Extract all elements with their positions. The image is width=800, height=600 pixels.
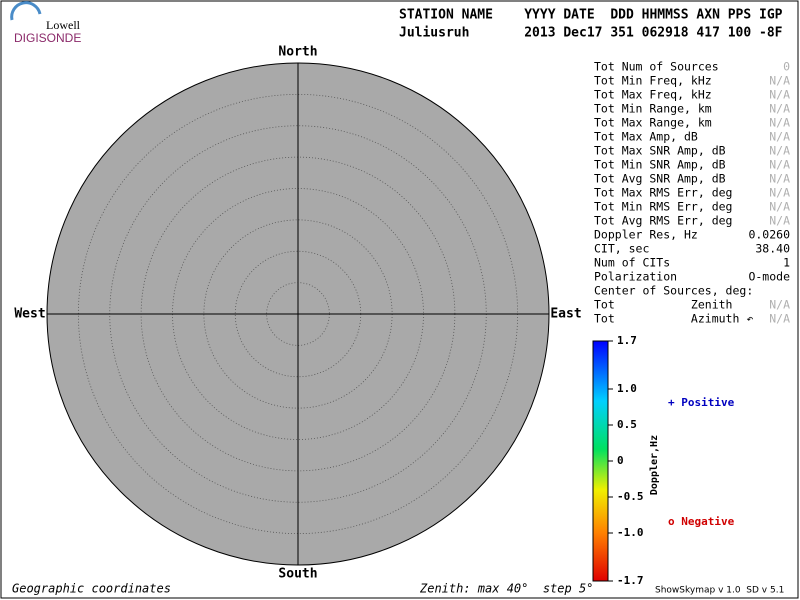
stat-label: Tot Avg RMS Err, deg bbox=[594, 214, 732, 228]
direction-label: South bbox=[278, 567, 317, 582]
header-values: Juliusruh 2013 Dec17 351 062918 417 100 … bbox=[399, 26, 783, 41]
stat-label: Tot Min SNR Amp, dB bbox=[594, 158, 726, 172]
colorbar-tick-label: 0.5 bbox=[617, 418, 637, 431]
stat-label: Polarization bbox=[594, 270, 677, 284]
colorbar bbox=[592, 340, 609, 582]
colorbar-tick-label: 1.7 bbox=[617, 334, 637, 347]
colorbar-tick-label: -0.5 bbox=[617, 490, 644, 503]
footer-version: ShowSkymap v 1.0 SD v 5.1 bbox=[655, 586, 784, 596]
stat-label: Tot Zenith bbox=[594, 298, 732, 312]
stat-value: N/A bbox=[769, 130, 790, 144]
logo-arc bbox=[10, 1, 42, 21]
stat-label: Tot Min Range, km bbox=[594, 102, 712, 116]
stat-label: Num of CITs bbox=[594, 256, 670, 270]
stat-label: Tot Num of Sources bbox=[594, 60, 719, 74]
stat-value: N/A bbox=[769, 144, 790, 158]
stat-value: N/A bbox=[769, 102, 790, 116]
stat-value: N/A bbox=[769, 214, 790, 228]
colorbar-tick-label: -1.7 bbox=[617, 574, 644, 587]
stat-label: Tot Min Freq, kHz bbox=[594, 74, 712, 88]
stat-value: N/A bbox=[769, 172, 790, 186]
logo-text: DIGISONDE bbox=[14, 31, 81, 45]
stat-label: Tot Max Range, km bbox=[594, 116, 712, 130]
colorbar-tick-label: -1.0 bbox=[617, 526, 644, 539]
stat-value: N/A bbox=[769, 158, 790, 172]
stat-label: Tot Min RMS Err, deg bbox=[594, 200, 732, 214]
stat-value: N/A bbox=[769, 88, 790, 102]
stat-value: 38.40 bbox=[755, 242, 790, 256]
stat-label: Tot Max Freq, kHz bbox=[594, 88, 712, 102]
stat-label: Tot Azimuth ↶ bbox=[594, 312, 753, 326]
logo-text: Lowell bbox=[46, 18, 81, 32]
legend-positive: + Positive bbox=[668, 396, 735, 409]
stat-label: CIT, sec bbox=[594, 242, 649, 256]
colorbar-tick-label: 0 bbox=[617, 454, 624, 467]
stat-label: Tot Max SNR Amp, dB bbox=[594, 144, 726, 158]
stat-value: N/A bbox=[769, 116, 790, 130]
stat-value: N/A bbox=[769, 74, 790, 88]
direction-label: West bbox=[14, 307, 45, 322]
direction-label: North bbox=[278, 45, 317, 60]
stat-label: Center of Sources, deg: bbox=[594, 284, 753, 298]
stat-value: 0.0260 bbox=[748, 228, 790, 242]
header-columns: STATION NAME YYYY DATE DDD HHMMSS AXN PP… bbox=[399, 8, 783, 23]
footer-coords: Geographic coordinates bbox=[12, 582, 171, 596]
stat-label: Tot Max RMS Err, deg bbox=[594, 186, 732, 200]
legend-negative: o Negative bbox=[668, 515, 735, 528]
colorbar-label: Doppler,Hz bbox=[649, 435, 660, 495]
stat-label: Tot Max Amp, dB bbox=[594, 130, 698, 144]
stat-value: N/A bbox=[769, 298, 790, 312]
stat-value: 1 bbox=[783, 256, 790, 270]
stat-value: N/A bbox=[769, 200, 790, 214]
stat-value: 0 bbox=[783, 60, 790, 74]
stat-value: N/A bbox=[769, 186, 790, 200]
footer-zenith: Zenith: max 40° step 5° bbox=[419, 582, 593, 596]
stat-label: Doppler Res, Hz bbox=[594, 228, 698, 242]
stat-label: Tot Avg SNR Amp, dB bbox=[594, 172, 726, 186]
stat-value: O-mode bbox=[748, 270, 790, 284]
direction-label: East bbox=[550, 307, 581, 322]
stat-value: N/A bbox=[769, 312, 790, 326]
colorbar-tick-label: 1.0 bbox=[617, 382, 637, 395]
